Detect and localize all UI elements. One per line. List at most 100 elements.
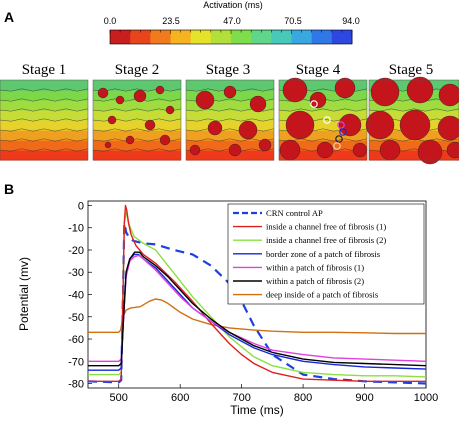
fibrosis-patch <box>258 138 272 152</box>
map-band <box>0 150 88 161</box>
isochrone <box>92 118 182 122</box>
isochrone <box>278 138 368 142</box>
colorbar-swatch <box>110 30 131 44</box>
colorbar-swatch <box>190 30 212 44</box>
fibrosis-patch <box>165 105 175 115</box>
x-tick-label: 600 <box>171 392 189 404</box>
series-line <box>88 204 426 382</box>
stage-2-label: Stage 2 <box>115 62 160 78</box>
map-band <box>369 140 459 151</box>
fibrosis-patch <box>370 77 400 107</box>
fibrosis-patch <box>238 120 258 140</box>
recording-site-marker <box>337 121 345 129</box>
colorbar-title: Activation (ms) <box>203 0 263 10</box>
isochrone <box>0 138 89 142</box>
x-tick-label: 900 <box>355 392 373 404</box>
fibrosis-patch <box>406 76 434 104</box>
fibrosis-patch <box>334 77 356 99</box>
map-band <box>186 130 274 141</box>
stage-map-frame <box>0 79 89 161</box>
fibrosis-patch <box>379 139 401 161</box>
map-band <box>93 100 181 111</box>
stage-map-frame <box>185 79 275 161</box>
isochrone <box>0 98 89 102</box>
legend-label: CRN control AP <box>266 208 323 218</box>
series-line <box>88 251 426 367</box>
colorbar-swatch <box>251 30 272 44</box>
map-band <box>0 90 88 101</box>
map-band <box>0 80 88 91</box>
y-tick-label: 0 <box>78 200 84 212</box>
colorbar-swatch <box>271 30 292 44</box>
map-band <box>93 120 181 131</box>
legend: CRN control AP inside a channel free of f… <box>227 203 425 305</box>
stage-3-label: Stage 3 <box>206 62 251 78</box>
x-tick-label: 800 <box>294 392 312 404</box>
colorbar-tick-label: 94.0 <box>342 16 360 26</box>
colorbar-swatch <box>170 30 192 44</box>
legend-label: within a patch of fibrosis (2) <box>266 276 364 286</box>
series-lines <box>88 204 426 385</box>
fibrosis-patch <box>365 110 395 140</box>
fibrosis-patch <box>285 110 315 140</box>
isochrone <box>92 128 182 132</box>
x-tick-label: 1000 <box>414 392 438 404</box>
fibrosis-patch <box>228 143 242 157</box>
map-band <box>186 140 274 151</box>
y-tick-label: -20 <box>68 245 84 257</box>
map-band <box>279 130 367 141</box>
colorbar-tick-label: 0.0 <box>104 16 117 26</box>
fibrosis-patch <box>282 77 308 103</box>
map-band <box>93 140 181 151</box>
stage-map <box>185 79 275 161</box>
map-band <box>93 80 181 91</box>
map-band <box>93 130 181 141</box>
map-band <box>0 130 88 141</box>
recording-site-marker <box>333 142 341 150</box>
legend-label: inside a channel free of fibrosis (1) <box>266 222 386 232</box>
map-band <box>0 140 88 151</box>
colorbar <box>109 29 353 45</box>
fibrosis-patch <box>195 90 215 110</box>
map-band <box>369 150 459 161</box>
y-tick-label: -60 <box>68 334 84 346</box>
fibrosis-patch <box>133 89 147 103</box>
panel-b-letter: B <box>4 181 14 197</box>
fibrosis-patch <box>207 120 223 136</box>
fibrosis-patch <box>249 95 267 113</box>
map-band <box>0 100 88 111</box>
y-tick-label: -30 <box>68 267 84 279</box>
x-tick-label: 500 <box>110 392 128 404</box>
fibrosis-patch <box>417 139 443 165</box>
y-axis: 0 -10 -20 -30 -40 -50 -60 -70 -80 <box>68 200 92 391</box>
x-tick-label: 700 <box>232 392 250 404</box>
fibrosis-patch <box>438 83 459 107</box>
fibrosis-patch <box>104 141 112 149</box>
isochrone <box>278 108 368 112</box>
stage-map-frame <box>92 79 182 161</box>
fibrosis-patch <box>155 85 165 95</box>
map-band <box>93 110 181 121</box>
recording-site-marker <box>335 135 343 143</box>
colorbar-swatch <box>311 30 333 44</box>
fibrosis-patch <box>159 134 171 146</box>
fibrosis-patch <box>115 95 125 105</box>
fibrosis-patch <box>446 141 459 159</box>
map-band <box>279 80 367 91</box>
map-band <box>186 80 274 91</box>
fibrosis-patch <box>316 141 334 159</box>
isochrone <box>0 148 89 152</box>
stage-5-label: Stage 5 <box>389 62 434 78</box>
fibrosis-patch <box>309 91 327 109</box>
map-band <box>186 120 274 131</box>
fibrosis-patch <box>223 85 237 99</box>
x-axis: 500 600 700 800 900 1000 <box>110 384 438 404</box>
y-tick-label: -40 <box>68 290 84 302</box>
y-axis-title: Potential (mv) <box>17 257 31 331</box>
fibrosis-patch <box>338 113 362 137</box>
isochrone <box>185 118 275 122</box>
y-tick-label: -10 <box>68 223 84 235</box>
y-tick-label: -70 <box>68 356 84 368</box>
fibrosis-patch <box>125 135 135 145</box>
